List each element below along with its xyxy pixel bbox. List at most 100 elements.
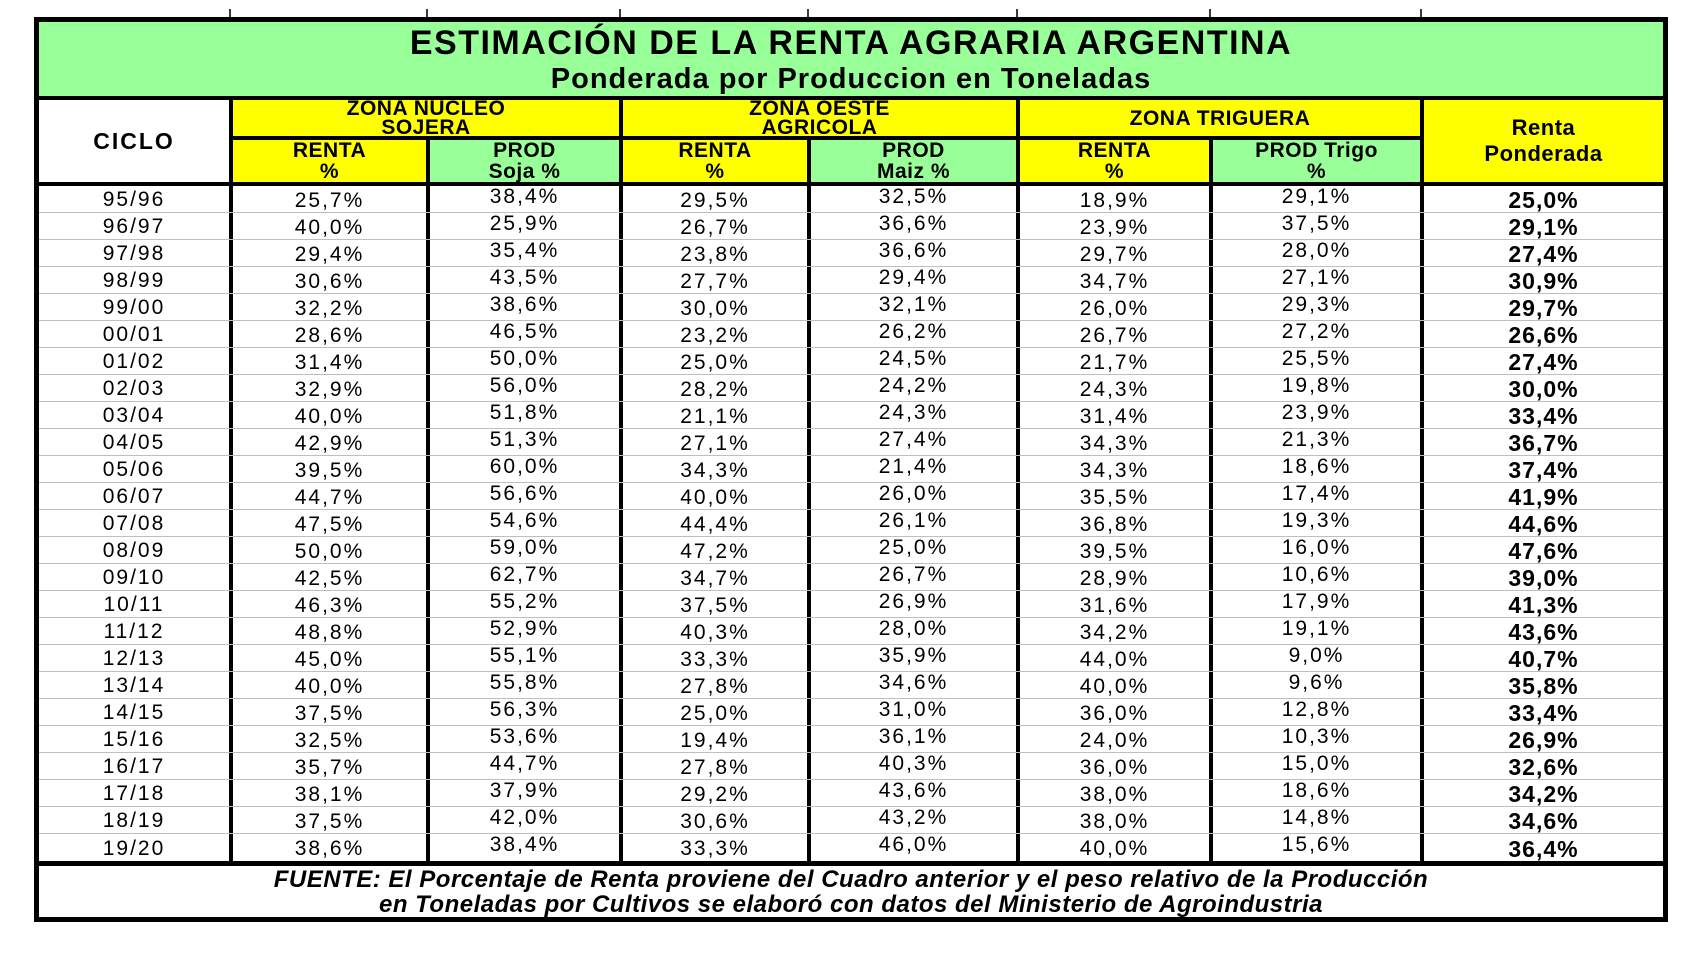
cell-ciclo: 01/02 <box>102 350 166 373</box>
cell-prod-maiz: 28,0% <box>807 618 1016 644</box>
cell-renta-triguera: 18,9% <box>1016 186 1209 212</box>
cell-prod-trigo: 18,6% <box>1209 780 1420 806</box>
cell-ciclo: 11/12 <box>103 620 165 643</box>
table-row: 16/17 35,7% 44,7% 27,8% 40,3% 36,0% 15,0% 32,6% <box>39 753 1663 780</box>
cell-renta-nucleo: 30,6% <box>229 267 426 293</box>
cell-ciclo: 08/09 <box>102 539 166 562</box>
cell-renta-nucleo: 35,7% <box>229 753 426 779</box>
cell-renta-ponderada: 26,6% <box>1420 321 1663 347</box>
cell-prod-trigo: 21,3% <box>1209 429 1420 455</box>
table-row: 13/14 40,0% 55,8% 27,8% 34,6% 40,0% 9,6% 35,8% <box>39 672 1663 699</box>
cell-prod-maiz: 24,2% <box>807 375 1016 401</box>
cell-prod-soja: 53,6% <box>426 726 619 752</box>
cell-prod-maiz: 32,1% <box>807 294 1016 320</box>
table-subtitle: Ponderada por Produccion en Toneladas <box>550 62 1152 95</box>
table-row: 14/15 37,5% 56,3% 25,0% 31,0% 36,0% 12,8% 33,4% <box>39 699 1663 726</box>
cell-prod-trigo: 37,5% <box>1209 213 1420 239</box>
column-gridline-tick <box>1209 9 1211 18</box>
table-row: 96/97 40,0% 25,9% 26,7% 36,6% 23,9% 37,5% 29,1% <box>39 213 1663 240</box>
cell-prod-soja: 59,0% <box>426 537 619 563</box>
cell-ciclo: 17/18 <box>102 782 166 805</box>
cell-renta-oeste: 27,8% <box>619 753 807 779</box>
cell-renta-triguera: 39,5% <box>1016 537 1209 563</box>
cell-renta-ponderada: 25,0% <box>1420 186 1663 212</box>
cell-renta-ponderada: 43,6% <box>1420 618 1663 644</box>
header-renta-oeste: RENTA % <box>619 140 807 182</box>
cell-prod-maiz: 26,1% <box>807 510 1016 536</box>
table-row: 15/16 32,5% 53,6% 19,4% 36,1% 24,0% 10,3% 26,9% <box>39 726 1663 753</box>
column-gridline-tick <box>807 9 809 18</box>
cell-renta-triguera: 34,3% <box>1016 456 1209 482</box>
cell-ciclo: 96/97 <box>102 215 166 238</box>
cell-prod-soja: 51,8% <box>426 402 619 428</box>
cell-prod-soja: 35,4% <box>426 240 619 266</box>
cell-prod-trigo: 19,1% <box>1209 618 1420 644</box>
cell-renta-ponderada: 29,1% <box>1420 213 1663 239</box>
table-row: 10/11 46,3% 55,2% 37,5% 26,9% 31,6% 17,9% 41,3% <box>39 591 1663 618</box>
cell-renta-ponderada: 34,6% <box>1420 807 1663 833</box>
cell-prod-trigo: 12,8% <box>1209 699 1420 725</box>
cell-renta-ponderada: 29,7% <box>1420 294 1663 320</box>
table-row: 09/10 42,5% 62,7% 34,7% 26,7% 28,9% 10,6% 39,0% <box>39 564 1663 591</box>
cell-prod-trigo: 18,6% <box>1209 456 1420 482</box>
table-title: ESTIMACIÓN DE LA RENTA AGRARIA ARGENTINA <box>409 23 1293 62</box>
cell-ciclo: 10/11 <box>103 593 165 616</box>
cell-prod-trigo: 19,3% <box>1209 510 1420 536</box>
cell-ciclo: 19/20 <box>102 836 166 860</box>
table-row: 99/00 32,2% 38,6% 30,0% 32,1% 26,0% 29,3% 29,7% <box>39 294 1663 321</box>
cell-renta-oeste: 26,7% <box>619 213 807 239</box>
cell-renta-ponderada: 47,6% <box>1420 537 1663 563</box>
cell-prod-trigo: 15,6% <box>1209 834 1420 861</box>
cell-prod-maiz: 40,3% <box>807 753 1016 779</box>
cell-prod-maiz: 34,6% <box>807 672 1016 698</box>
cell-renta-ponderada: 33,4% <box>1420 402 1663 428</box>
cell-renta-ponderada: 27,4% <box>1420 240 1663 266</box>
cell-renta-nucleo: 40,0% <box>229 672 426 698</box>
cell-prod-maiz: 32,5% <box>807 186 1016 212</box>
cell-prod-maiz: 25,0% <box>807 537 1016 563</box>
column-gridline-tick <box>1016 9 1018 18</box>
cell-prod-soja: 56,0% <box>426 375 619 401</box>
cell-renta-triguera: 34,2% <box>1016 618 1209 644</box>
cell-renta-oeste: 19,4% <box>619 726 807 752</box>
cell-renta-nucleo: 46,3% <box>229 591 426 617</box>
cell-ciclo: 06/07 <box>102 485 166 508</box>
column-gridline-tick <box>426 9 428 18</box>
cell-ciclo: 98/99 <box>102 269 166 292</box>
cell-ciclo: 07/08 <box>102 512 166 535</box>
cell-renta-triguera: 29,7% <box>1016 240 1209 266</box>
cell-prod-soja: 62,7% <box>426 564 619 590</box>
cell-renta-nucleo: 38,6% <box>229 834 426 861</box>
table-row: 95/96 25,7% 38,4% 29,5% 32,5% 18,9% 29,1% 25,0% <box>39 186 1663 213</box>
cell-renta-nucleo: 39,5% <box>229 456 426 482</box>
cell-prod-maiz: 24,3% <box>807 402 1016 428</box>
cell-prod-trigo: 29,1% <box>1209 186 1420 212</box>
cell-renta-ponderada: 36,7% <box>1420 429 1663 455</box>
cell-renta-triguera: 34,7% <box>1016 267 1209 293</box>
cell-prod-trigo: 25,5% <box>1209 348 1420 374</box>
cell-prod-soja: 38,4% <box>426 186 619 212</box>
cell-prod-maiz: 24,5% <box>807 348 1016 374</box>
cell-prod-soja: 46,5% <box>426 321 619 347</box>
cell-renta-ponderada: 36,4% <box>1420 834 1663 861</box>
cell-renta-nucleo: 45,0% <box>229 645 426 671</box>
cell-prod-trigo: 19,8% <box>1209 375 1420 401</box>
table-title-band: ESTIMACIÓN DE LA RENTA AGRARIA ARGENTINA… <box>39 22 1663 100</box>
cell-ciclo: 16/17 <box>102 755 166 778</box>
cell-prod-trigo: 17,4% <box>1209 483 1420 509</box>
column-gridline-tick <box>619 9 621 18</box>
cell-renta-ponderada: 33,4% <box>1420 699 1663 725</box>
cell-prod-soja: 56,6% <box>426 483 619 509</box>
cell-renta-triguera: 35,5% <box>1016 483 1209 509</box>
cell-prod-maiz: 36,6% <box>807 240 1016 266</box>
cell-renta-nucleo: 40,0% <box>229 402 426 428</box>
cell-prod-trigo: 9,0% <box>1209 645 1420 671</box>
cell-prod-trigo: 23,9% <box>1209 402 1420 428</box>
cell-renta-oeste: 25,0% <box>619 699 807 725</box>
cell-prod-soja: 38,4% <box>426 834 619 861</box>
table-row: 98/99 30,6% 43,5% 27,7% 29,4% 34,7% 27,1% 30,9% <box>39 267 1663 294</box>
cell-prod-trigo: 27,1% <box>1209 267 1420 293</box>
table-row: 08/09 50,0% 59,0% 47,2% 25,0% 39,5% 16,0% 47,6% <box>39 537 1663 564</box>
cell-renta-nucleo: 28,6% <box>229 321 426 347</box>
cell-renta-oeste: 27,8% <box>619 672 807 698</box>
